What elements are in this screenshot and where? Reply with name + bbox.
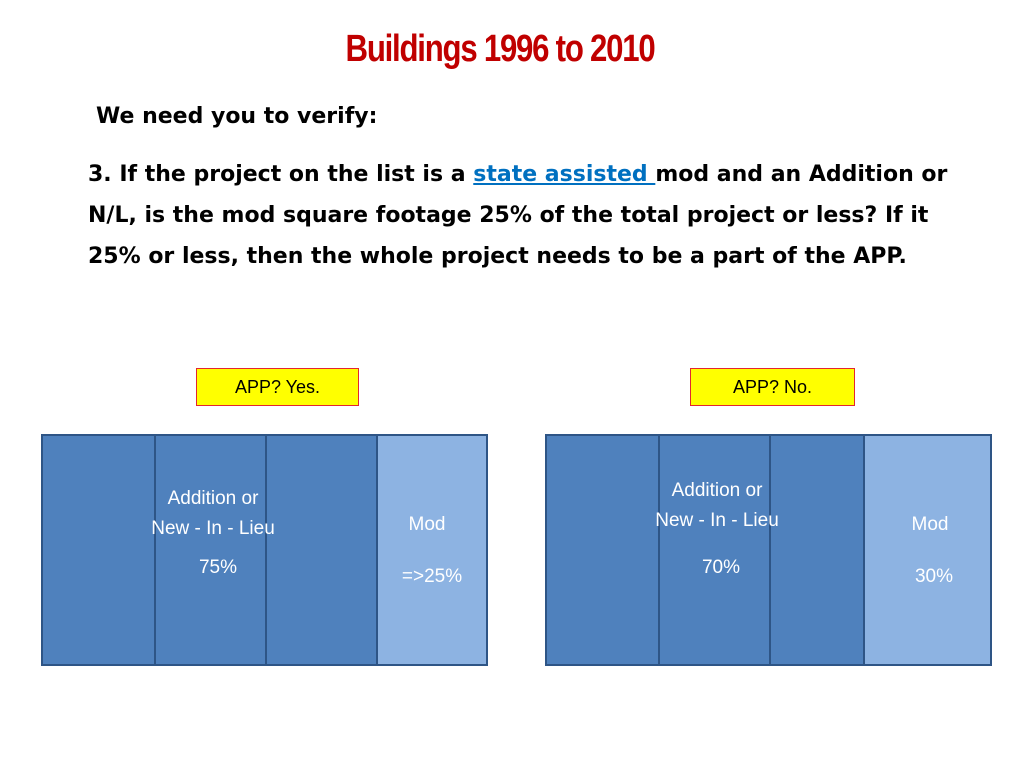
right-mod-percent: 30% bbox=[914, 566, 954, 587]
right-addition-label: Addition or New - In - Lieu bbox=[632, 476, 802, 536]
body-prefix: 3. If the project on the list is a bbox=[88, 162, 474, 187]
left-addition-percent: 75% bbox=[198, 557, 238, 578]
right-addition-percent: 70% bbox=[701, 557, 741, 578]
body-suffix: mod and an Addition or N/L, is the mod s… bbox=[88, 162, 948, 269]
left-addition-block-2 bbox=[156, 436, 267, 664]
app-no-box: APP? No. bbox=[690, 368, 855, 406]
right-mod-block bbox=[865, 436, 990, 664]
left-addition-block-1 bbox=[43, 436, 156, 664]
left-mod-label: Mod bbox=[408, 514, 446, 535]
left-addition-label: Addition or New - In - Lieu bbox=[128, 484, 298, 544]
left-mod-percent: =>25% bbox=[401, 566, 463, 587]
right-mod-label: Mod bbox=[911, 514, 949, 535]
right-addition-line1: Addition or bbox=[671, 480, 763, 501]
left-addition-line1: Addition or bbox=[167, 488, 259, 509]
left-block-group bbox=[41, 434, 488, 666]
state-assisted-link[interactable]: state assisted bbox=[473, 162, 656, 187]
right-addition-line2: New - In - Lieu bbox=[655, 510, 779, 531]
right-block-group bbox=[545, 434, 992, 666]
right-addition-block-2 bbox=[660, 436, 771, 664]
body-paragraph: 3. If the project on the list is a state… bbox=[88, 154, 968, 277]
left-mod-block bbox=[378, 436, 486, 664]
right-addition-block-3 bbox=[771, 436, 865, 664]
left-addition-block-3 bbox=[267, 436, 378, 664]
slide-title: Buildings 1996 to 2010 bbox=[345, 28, 656, 70]
slide-subtitle: We need you to verify: bbox=[96, 104, 378, 129]
app-yes-box: APP? Yes. bbox=[196, 368, 359, 406]
right-addition-block-1 bbox=[547, 436, 660, 664]
left-addition-line2: New - In - Lieu bbox=[151, 518, 275, 539]
